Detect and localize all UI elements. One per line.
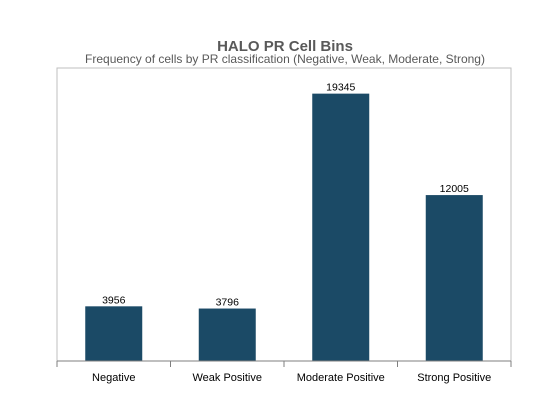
x-tick-label: Weak Positive — [193, 372, 263, 384]
bar-group — [85, 93, 483, 361]
bar-negative — [85, 306, 143, 361]
x-tick-label: Negative — [92, 372, 135, 384]
chart-title: HALO PR Cell Bins — [217, 38, 353, 55]
data-label: 3796 — [216, 297, 240, 309]
chart-subtitle: Frequency of cells by PR classification … — [85, 52, 485, 66]
x-tick-label: Strong Positive — [417, 372, 491, 384]
data-label: 3956 — [102, 294, 126, 306]
data-label: 12005 — [440, 183, 469, 195]
x-axis-ticks — [56, 360, 512, 367]
x-tick-label: Moderate Positive — [297, 372, 385, 384]
bar-moderate-positive — [312, 93, 370, 361]
data-label: 19345 — [326, 82, 355, 94]
bar-strong-positive — [425, 195, 483, 361]
data-label-group: 3956 3796 19345 12005 — [102, 82, 469, 309]
bar-weak-positive — [198, 308, 256, 361]
x-axis-tick-labels: Negative Weak Positive Moderate Positive St… — [92, 372, 491, 384]
